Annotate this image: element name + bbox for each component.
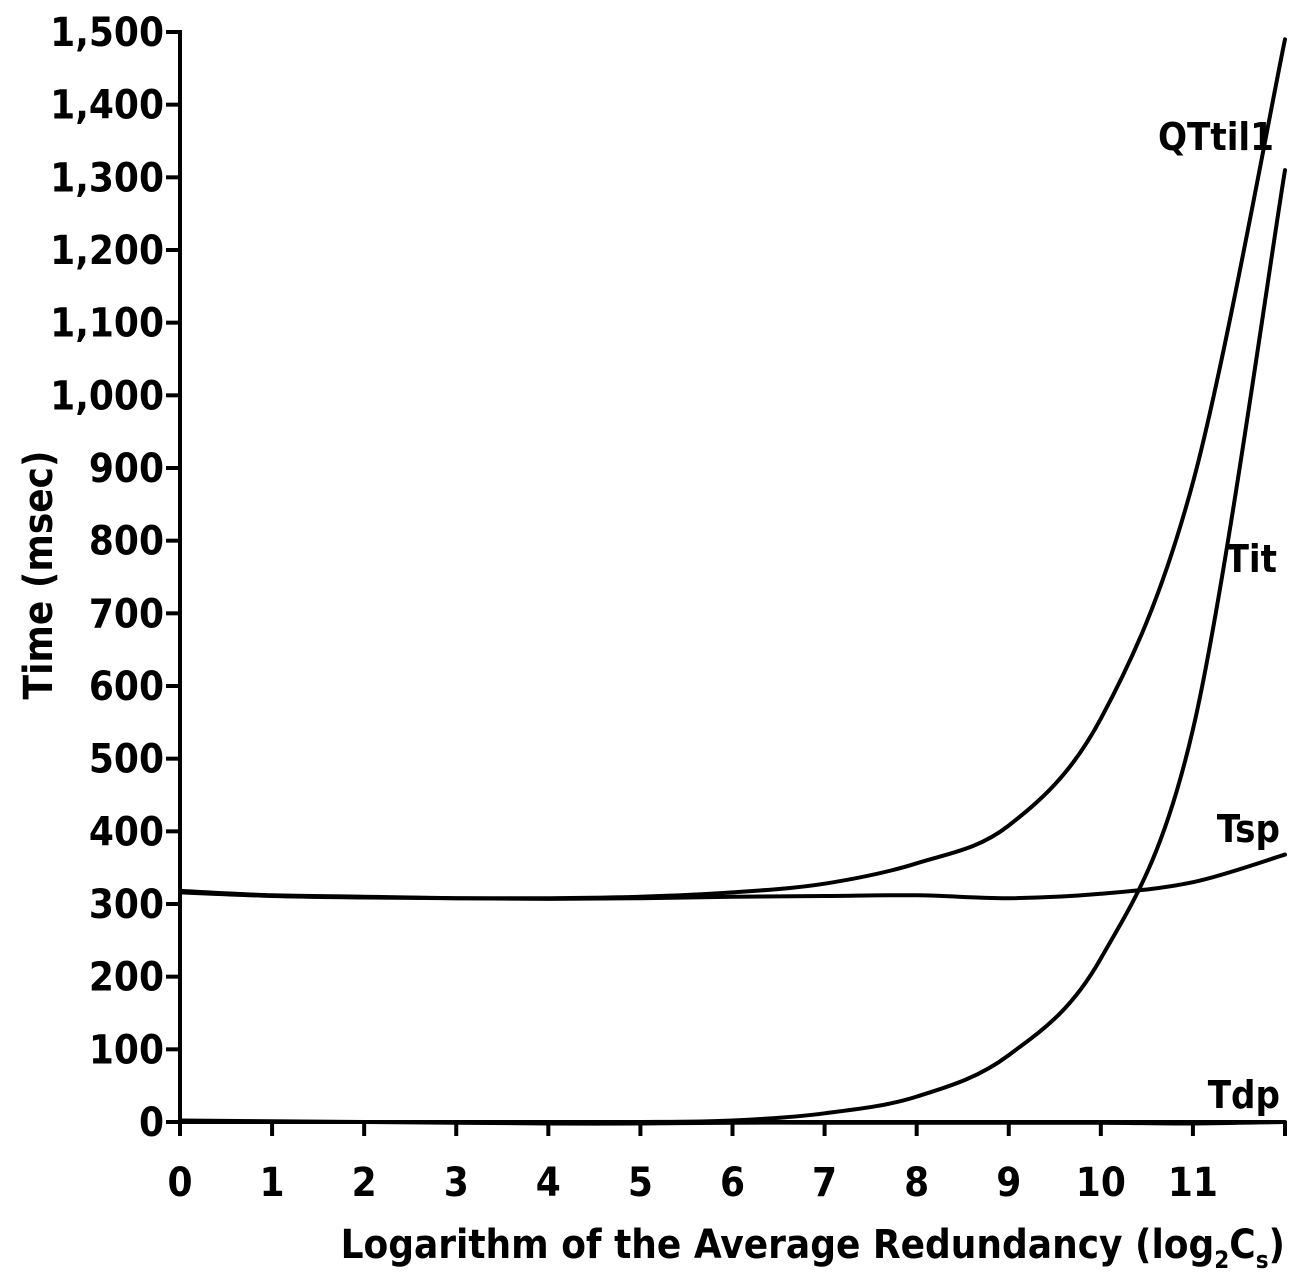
y-tick-label-1300: 1,300 [50, 155, 164, 201]
y-axis: 0 100 200 300 400 500 600 700 800 900 1,000 1,100 1,… [50, 10, 182, 1146]
x-tick-label-6: 6 [720, 1160, 745, 1206]
series-line-tit [178, 168, 1287, 1125]
y-tick-label-1200: 1,200 [50, 228, 164, 274]
y-tick-label-100: 100 [89, 1027, 164, 1073]
y-tick-label-300: 300 [89, 882, 164, 928]
y-tick-label-1000: 1,000 [50, 373, 164, 419]
x-tick-label-7: 7 [812, 1160, 837, 1206]
series-label-tdp: Tdp [1208, 1073, 1280, 1117]
y-tick-label-0: 0 [139, 1100, 164, 1146]
y-tick-label-600: 600 [89, 664, 164, 710]
x-tick-label-1: 1 [260, 1160, 285, 1206]
x-tick-label-11: 11 [1168, 1160, 1218, 1206]
series-label-tit: Tit [1226, 537, 1277, 581]
x-axis-title: Logarithm of the Average Redundancy (log… [341, 1222, 1285, 1274]
x-tick-label-4: 4 [536, 1160, 561, 1206]
series-label-tsp: Tsp [1217, 807, 1280, 851]
x-axis-title-mid: C [1229, 1222, 1255, 1268]
x-tick-label-2: 2 [352, 1160, 377, 1206]
y-tick-label-1400: 1,400 [50, 83, 164, 129]
x-axis-title-end: ) [1269, 1222, 1285, 1268]
x-axis-title-subscript-2: s [1256, 1246, 1269, 1274]
series-line-tdp [178, 1118, 1287, 1126]
y-axis-title: Time (msec) [16, 451, 62, 700]
y-tick-label-1100: 1,100 [50, 301, 164, 347]
series-label-qttil1: QTtil1 [1158, 115, 1274, 159]
y-tick-label-800: 800 [89, 519, 164, 565]
y-tick-label-500: 500 [89, 737, 164, 783]
x-axis-title-main: Logarithm of the Average Redundancy (log [341, 1222, 1215, 1268]
series-line-tsp [178, 852, 1287, 901]
y-tick-label-1500: 1,500 [50, 10, 164, 56]
y-tick-label-900: 900 [89, 446, 164, 492]
y-tick-label-400: 400 [89, 809, 164, 855]
x-tick-label-5: 5 [628, 1160, 653, 1206]
series-labels: QTtil1 Tit Tsp Tdp [1158, 115, 1280, 1117]
y-tick-label-200: 200 [89, 955, 164, 1001]
y-tick-label-700: 700 [89, 591, 164, 637]
series-lines [178, 37, 1287, 1126]
x-axis-title-subscript-1: 2 [1214, 1246, 1229, 1274]
x-tick-label-10: 10 [1076, 1160, 1126, 1206]
x-tick-label-8: 8 [904, 1160, 929, 1206]
x-tick-label-3: 3 [444, 1160, 469, 1206]
series-line-qttil1 [178, 37, 1287, 901]
x-tick-label-0: 0 [167, 1160, 192, 1206]
x-axis: 0 1 2 3 4 5 6 7 8 9 10 11 [167, 1120, 1287, 1206]
x-tick-label-9: 9 [996, 1160, 1021, 1206]
